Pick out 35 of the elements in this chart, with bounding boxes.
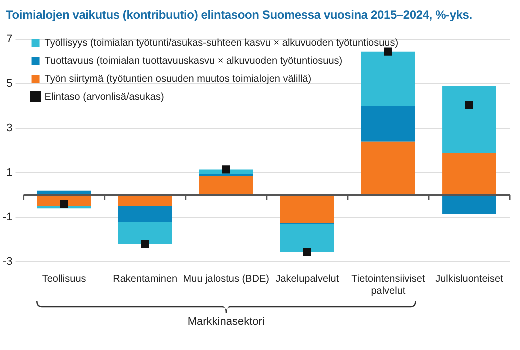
bar: [280, 195, 334, 224]
x-tick-label: Rakentaminen: [113, 274, 178, 285]
bar: [280, 224, 334, 252]
y-tick-label: -3: [3, 256, 13, 268]
y-tick-label: 5: [6, 78, 13, 90]
bar: [362, 52, 416, 106]
point: [60, 200, 68, 208]
y-tick-label: 7: [6, 34, 13, 46]
bar: [442, 86, 496, 154]
y-tick-label: -1: [3, 212, 13, 224]
x-tick-label: Muu jalostus (BDE): [183, 274, 270, 285]
y-tick-label: 1: [6, 167, 13, 180]
bar: [199, 176, 254, 196]
legend-label: Tuottavuus (toimialan tuottavuuskasvu × alkuvuoden työtuntiosuus): [44, 56, 343, 67]
point: [465, 101, 474, 110]
x-tick-label: Tietointensiiviset palvelut: [352, 274, 426, 297]
legend-label: Työllisyys (toimialan työtunti/asukas-suhteen kasvu × alkuvuoden työtuntiosuus): [44, 38, 399, 49]
bar: [442, 195, 496, 214]
x-tick-label: Julkisluonteiset: [436, 274, 504, 285]
y-tick-label: 3: [6, 122, 13, 135]
x-tick-label: Jakelupalvelut: [276, 274, 340, 285]
point: [303, 248, 312, 256]
bar: [118, 222, 172, 244]
bar: [442, 153, 496, 196]
text: Markkinasektori: [186, 316, 266, 328]
point: [141, 240, 150, 248]
bar: [118, 195, 172, 206]
legend-label: Työn siirtymä (työtuntien osuuden muutos toimialojen välillä): [44, 74, 312, 85]
point: [222, 166, 230, 174]
bar: [362, 142, 416, 196]
chart-title: Toimialojen vaikutus (kontribuutio) elintasoon Suomessa vuosina 2015–2024, %-yks.: [5, 7, 474, 24]
bar: [118, 206, 172, 222]
legend-label: Elintaso (arvonlisä/asukas): [44, 92, 164, 103]
bar: [362, 106, 416, 142]
x-tick-label: Teollisuus: [42, 274, 86, 285]
